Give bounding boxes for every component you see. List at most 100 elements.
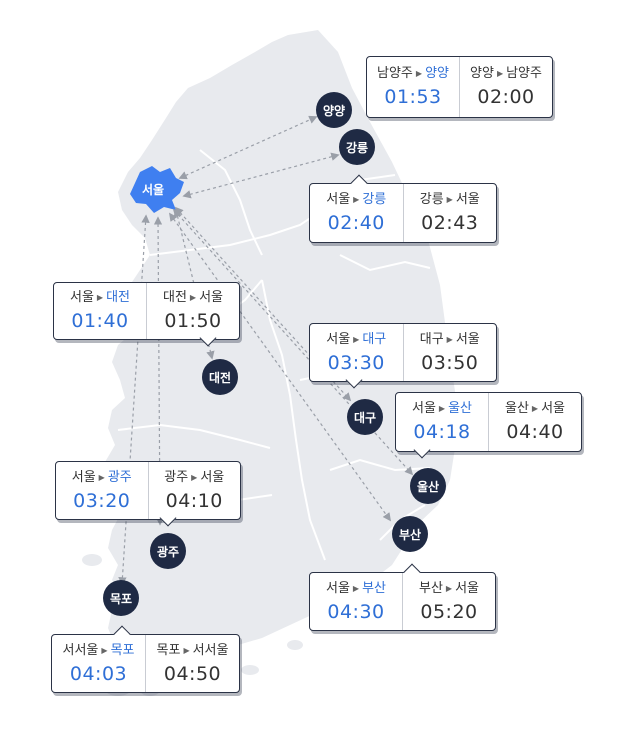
route-destination: 서울 (455, 192, 480, 207)
travel-card-daegu: 서울 ▶ 대구 03:30 대구 ▶ 서울 03:50 (309, 323, 497, 389)
city-marker-gangneung[interactable]: 강릉 (339, 129, 375, 165)
island (287, 640, 303, 650)
outbound-time: 01:53 (384, 86, 442, 108)
travel-card-gwangju: 서울 ▶ 광주 03:20 광주 ▶ 서울 04:10 (55, 461, 241, 527)
route-destination: 대전 (106, 290, 130, 305)
route-origin: 대전 (163, 290, 187, 305)
seoul-label: 서울 (141, 183, 165, 197)
route-destination: 양양 (425, 66, 449, 81)
inbound-cell: 목포 ▶ 서서울 04:50 (145, 635, 239, 692)
outbound-route: 서울 ▶ 강릉 (326, 191, 386, 209)
city-marker-mokpo[interactable]: 목포 (103, 580, 139, 616)
outbound-cell: 서울 ▶ 부산 04:30 (310, 573, 402, 630)
route-origin: 서울 (326, 331, 351, 347)
inbound-cell: 대전 ▶ 서울 01:50 (146, 283, 239, 339)
outbound-cell: 서울 ▶ 강릉 02:40 (310, 184, 403, 242)
route-arrow-icon: ▶ (496, 69, 504, 78)
route-destination: 서울 (455, 331, 480, 347)
outbound-time: 03:20 (73, 489, 131, 512)
outbound-time: 04:30 (327, 600, 385, 623)
route-arrow-icon: ▶ (353, 195, 360, 204)
inbound-route: 울산 ▶ 서울 (505, 400, 565, 418)
travel-card-mokpo: 서서울 ▶ 목포 04:03 목포 ▶ 서서울 04:50 (51, 625, 240, 693)
inbound-route: 광주 ▶ 서울 (164, 469, 224, 487)
outbound-route: 서서울 ▶ 목포 (63, 642, 135, 660)
city-marker-ulsan[interactable]: 울산 (410, 468, 446, 504)
route-arrow-icon: ▶ (352, 583, 360, 593)
route-origin: 서울 (71, 469, 96, 485)
route-arrow-icon: ▶ (438, 404, 446, 413)
inbound-cell: 대구 ▶ 서울 03:50 (402, 324, 497, 381)
inbound-cell: 울산 ▶ 서울 04:40 (488, 393, 581, 451)
route-arrow-icon: ▶ (415, 69, 423, 78)
outbound-cell: 서울 ▶ 울산 04:18 (396, 393, 488, 451)
route-destination: 울산 (448, 401, 472, 416)
city-marker-gwangju[interactable]: 광주 (150, 533, 186, 569)
outbound-cell: 서서울 ▶ 목포 04:03 (52, 635, 145, 692)
outbound-route: 남양주 ▶ 양양 (377, 65, 449, 83)
outbound-route: 서울 ▶ 부산 (326, 580, 386, 598)
inbound-route: 부산 ▶ 서울 (419, 580, 479, 598)
route-arrow-icon: ▶ (446, 195, 453, 204)
route-origin: 서울 (326, 580, 350, 596)
outbound-time: 01:40 (71, 310, 129, 332)
inbound-time: 04:10 (165, 489, 223, 512)
city-marker-daejeon[interactable]: 대전 (202, 359, 238, 395)
inbound-time: 01:50 (164, 310, 222, 332)
route-origin: 강릉 (419, 192, 444, 207)
travel-card-gangneung: 서울 ▶ 강릉 02:40 강릉 ▶ 서울 02:43 (309, 174, 497, 243)
route-arrow-icon: ▶ (183, 645, 190, 655)
route-destination: 서울 (455, 580, 479, 596)
city-marker-busan[interactable]: 부산 (392, 516, 428, 552)
inbound-time: 04:50 (163, 662, 222, 685)
route-destination: 서울 (200, 469, 225, 485)
inbound-route: 양양 ▶ 남양주 (470, 65, 542, 83)
route-destination: 목포 (110, 642, 135, 658)
route-arrow-icon: ▶ (191, 472, 198, 482)
outbound-time: 02:40 (327, 212, 385, 234)
inbound-route: 대전 ▶ 서울 (163, 289, 223, 307)
outbound-time: 04:18 (413, 421, 471, 443)
route-origin: 부산 (419, 580, 443, 596)
inbound-time: 03:50 (421, 351, 479, 374)
outbound-time: 04:03 (69, 662, 128, 685)
route-arrow-icon: ▶ (531, 404, 539, 413)
route-destination: 서울 (199, 290, 223, 305)
route-arrow-icon: ▶ (446, 334, 453, 344)
route-arrow-icon: ▶ (353, 334, 360, 344)
outbound-cell: 서울 ▶ 대전 01:40 (54, 283, 146, 339)
route-arrow-icon: ▶ (101, 645, 108, 655)
inbound-time: 02:00 (477, 86, 535, 108)
inbound-cell: 양양 ▶ 남양주 02:00 (459, 57, 552, 117)
route-arrow-icon: ▶ (445, 583, 453, 593)
route-origin: 광주 (164, 469, 189, 485)
city-marker-yangyang[interactable]: 양양 (316, 92, 352, 128)
route-destination: 남양주 (506, 66, 542, 81)
outbound-route: 서울 ▶ 대구 (326, 331, 386, 349)
island (241, 665, 259, 675)
route-destination: 부산 (362, 580, 386, 596)
inbound-cell: 광주 ▶ 서울 04:10 (147, 462, 241, 519)
inbound-route: 대구 ▶ 서울 (420, 331, 480, 349)
inbound-time: 04:40 (506, 421, 564, 443)
route-destination: 강릉 (362, 192, 387, 207)
route-origin: 남양주 (377, 66, 413, 81)
route-origin: 양양 (470, 66, 494, 81)
route-origin: 서서울 (62, 642, 99, 658)
outbound-cell: 남양주 ▶ 양양 01:53 (367, 57, 459, 117)
route-destination: 서서울 (192, 642, 229, 658)
inbound-time: 05:20 (420, 600, 478, 623)
inbound-route: 목포 ▶ 서서울 (157, 642, 229, 660)
outbound-route: 서울 ▶ 울산 (412, 400, 472, 418)
route-origin: 서울 (70, 290, 94, 305)
inbound-cell: 강릉 ▶ 서울 02:43 (402, 184, 497, 242)
outbound-route: 서울 ▶ 대전 (70, 289, 130, 307)
inbound-time: 02:43 (421, 212, 479, 234)
island (82, 554, 102, 566)
travel-card-yangyang: 남양주 ▶ 양양 01:53 양양 ▶ 남양주 02:00 (366, 56, 553, 118)
outbound-route: 서울 ▶ 광주 (72, 469, 132, 487)
route-origin: 서울 (412, 401, 436, 416)
outbound-time: 03:30 (327, 351, 385, 374)
city-marker-daegu[interactable]: 대구 (347, 399, 383, 435)
route-origin: 서울 (326, 192, 351, 207)
